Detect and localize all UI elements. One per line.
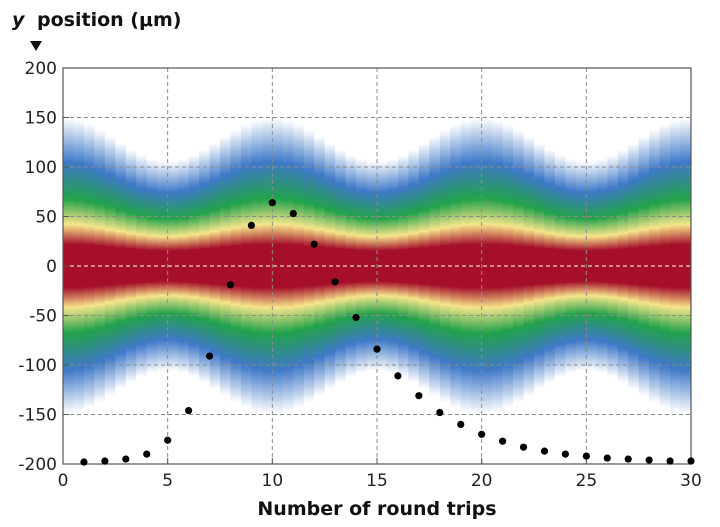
heatmap-column (335, 68, 347, 464)
heatmap-column (209, 68, 221, 464)
heatmap-column (439, 68, 451, 464)
data-point (624, 455, 632, 463)
data-point (666, 457, 674, 465)
y-tick-label: 150 (25, 109, 57, 129)
data-point (540, 447, 549, 455)
data-point (645, 456, 653, 464)
grid (63, 68, 691, 464)
data-point (122, 455, 130, 463)
y-tick-label: -200 (18, 455, 57, 475)
data-point (415, 392, 423, 400)
x-axis-title: Number of round trips (257, 498, 496, 520)
y-tick-label: -150 (18, 406, 57, 426)
data-point (457, 420, 465, 428)
y-tick-label: 100 (25, 158, 57, 178)
heatmap-column (481, 68, 493, 464)
x-tick-label: 15 (366, 471, 388, 491)
heatmap-column (125, 68, 137, 464)
data-point (101, 457, 109, 465)
heatmap-column (251, 68, 263, 464)
data-point (226, 281, 235, 289)
heatmap-column (104, 68, 116, 464)
x-tick-label: 0 (58, 471, 69, 491)
data-point (394, 372, 402, 380)
data-point (519, 443, 528, 451)
y-tick-label: 200 (25, 59, 57, 79)
data-point (143, 450, 151, 458)
heatmap-column (544, 68, 556, 464)
data-point (80, 458, 88, 466)
heatmap-column (230, 68, 242, 464)
y-axis-title: y position (μm) (12, 9, 181, 31)
data-point (310, 240, 318, 248)
heatmap-column (418, 68, 430, 464)
heatmap-column (314, 68, 326, 464)
heatmap-column (146, 68, 158, 464)
data-point (582, 452, 590, 460)
data-point (185, 406, 193, 415)
heatmap-column (502, 68, 514, 464)
data-point (205, 352, 214, 360)
y-tick-label: -100 (18, 356, 57, 376)
x-tick-label: 5 (162, 471, 173, 491)
x-tick-label: 30 (680, 471, 702, 491)
data-points (80, 199, 695, 466)
x-ticks: 0 5 10 15 20 25 30 (58, 458, 702, 491)
data-point (373, 345, 381, 353)
data-point (499, 437, 507, 445)
data-point (247, 221, 255, 230)
x-tick-label: 25 (576, 471, 598, 491)
heatmap-column (83, 68, 95, 464)
data-point (603, 454, 611, 462)
y-ticks: 200 150 100 50 0 -50 -100 -150 -200 (18, 59, 69, 475)
y-tick-label: 50 (35, 208, 57, 228)
heatmap-column (680, 68, 691, 464)
y-axis-title-italic: y (12, 9, 26, 31)
data-point (436, 408, 444, 417)
heatmap-column (460, 68, 472, 464)
data-point (331, 278, 339, 286)
heatmap-column (523, 68, 535, 464)
heatmap-column (377, 68, 389, 464)
data-point (561, 450, 570, 458)
heatmap-column (272, 68, 284, 464)
data-point (478, 430, 486, 438)
y-tick-label: 0 (46, 257, 57, 277)
x-tick-label: 20 (471, 471, 493, 491)
heatmap-column (293, 68, 305, 464)
data-point (352, 313, 360, 322)
heatmap-column (188, 68, 200, 464)
x-tick-label: 10 (262, 471, 284, 491)
y-axis-arrow-icon (30, 41, 42, 51)
data-point (164, 436, 172, 444)
y-tick-label: -50 (29, 307, 57, 327)
data-point (289, 209, 297, 218)
heatmap-column (397, 68, 409, 464)
y-axis-title-rest: position (μm) (37, 9, 181, 31)
data-point (268, 199, 276, 207)
heatmap-column (167, 68, 179, 464)
heatmap-column (356, 68, 368, 464)
data-point (687, 457, 695, 465)
